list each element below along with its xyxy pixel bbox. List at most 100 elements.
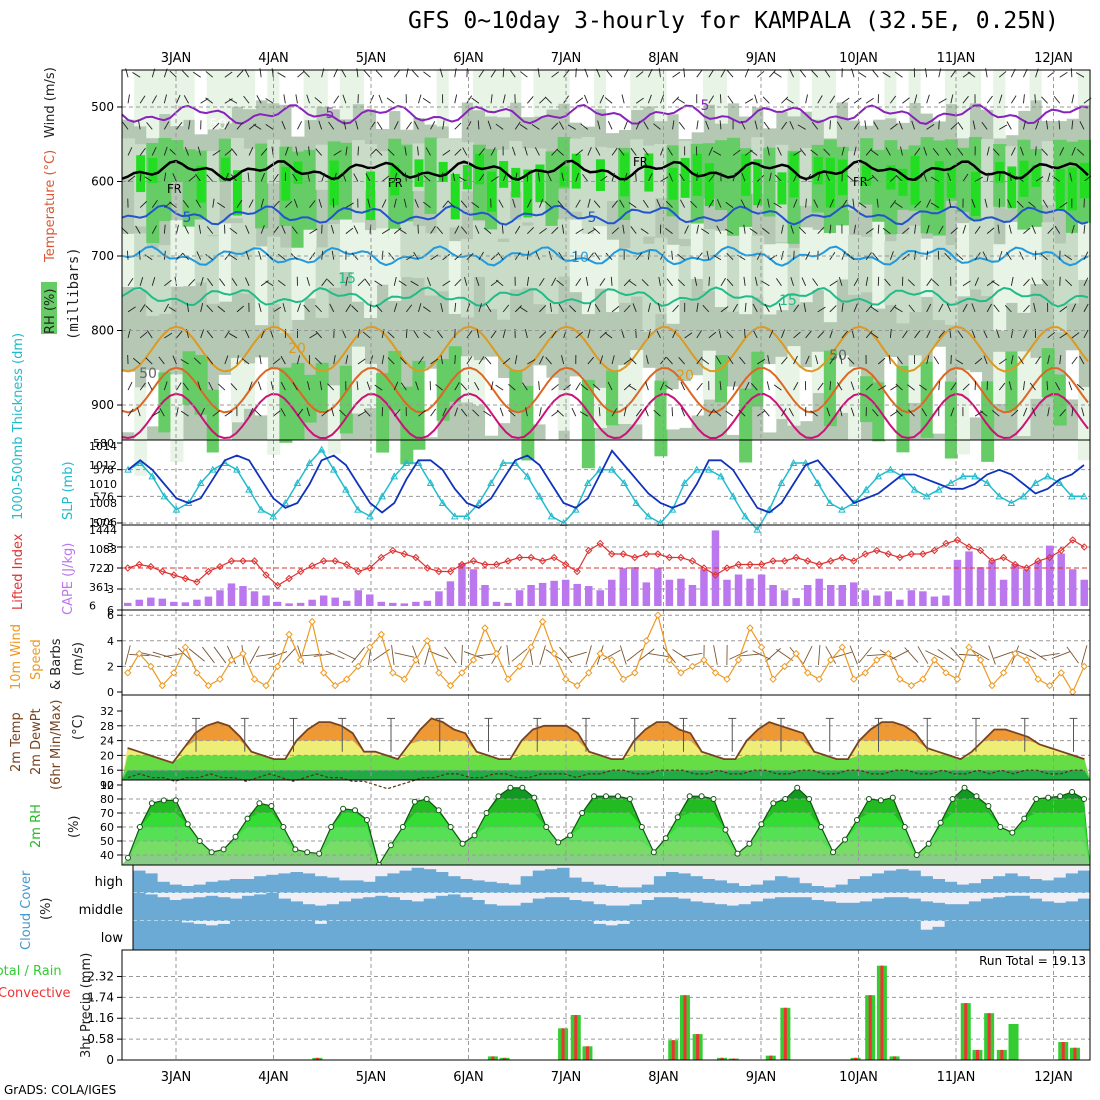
wind-barb	[374, 384, 383, 391]
wind-barb	[611, 408, 618, 417]
lifted-index-point	[896, 553, 904, 562]
rh-patch-low	[400, 386, 414, 465]
rh-patch-dry	[376, 70, 390, 129]
wind-barb	[665, 227, 673, 235]
rh-patch-low	[424, 368, 438, 438]
lifted-index-axis-tick-label: -3	[103, 541, 114, 554]
precip-convective-bar	[868, 995, 872, 1060]
wind-barb	[666, 357, 673, 365]
wind-barb	[575, 228, 584, 235]
cloud-high-bar	[193, 884, 207, 893]
wind-barb	[986, 146, 990, 156]
cloud-low-bar	[980, 921, 994, 950]
rh-patch-wet	[934, 161, 944, 210]
wind-barb	[720, 277, 726, 287]
cloud-middle-bar	[1041, 901, 1055, 921]
wind-barb	[599, 278, 606, 287]
rh-patch-low	[739, 388, 753, 463]
wind-barb	[582, 173, 589, 182]
cape-bar	[838, 585, 846, 606]
wind-barb	[974, 381, 977, 391]
rh-patch-dry	[606, 70, 620, 134]
lifted-index-point	[343, 560, 351, 569]
wind-barb	[629, 357, 637, 365]
wind-barb	[847, 357, 855, 365]
cape-bar	[861, 590, 870, 606]
contour-label: 5	[588, 210, 597, 226]
rh-patch-mid	[593, 226, 607, 289]
wind-barb	[139, 304, 146, 313]
rh-patch-wet	[813, 156, 823, 185]
wind-barb	[333, 150, 342, 156]
wind-barb	[1059, 355, 1062, 365]
wind-barb	[176, 94, 181, 104]
wind-barb	[846, 175, 855, 182]
wind-barb	[460, 408, 468, 417]
surface-wind-barb	[559, 646, 573, 664]
cape-bar	[999, 579, 1008, 606]
wind-barb	[539, 355, 544, 365]
rh-patch-low	[158, 372, 172, 433]
wind-speed-point	[435, 669, 443, 677]
lifted-index-point	[734, 560, 743, 569]
cloud-high-bar	[544, 869, 558, 893]
cape-bar	[193, 599, 201, 606]
cloud-middle-bar	[1065, 901, 1079, 921]
wind-barb	[508, 383, 516, 391]
wind-barb	[817, 172, 821, 182]
wind-barb	[594, 252, 601, 260]
wind-barb	[398, 228, 407, 235]
cloud-high-bar	[569, 877, 582, 893]
cloud-low-bar	[653, 921, 667, 950]
rh-point	[925, 840, 932, 847]
wind-barb	[623, 278, 631, 287]
surface-wind-barb	[337, 650, 356, 660]
wind-barb	[230, 383, 238, 391]
cloud-high-bar	[738, 886, 752, 893]
cape-bar	[273, 601, 282, 606]
wind-barb	[136, 407, 141, 417]
lifted-index-point	[423, 564, 432, 572]
wind-barb	[132, 72, 141, 78]
wind-barb	[1059, 202, 1068, 208]
rh-patch-dry	[182, 70, 196, 120]
wind-barb	[611, 200, 619, 208]
wind-barb	[914, 94, 918, 104]
wind-barb	[357, 279, 365, 287]
lifted-index-point	[596, 539, 604, 548]
slp-axis-label: 1010	[89, 478, 117, 491]
wind-barb	[575, 172, 580, 182]
rh-patch-wet	[450, 173, 460, 220]
thickness-point	[862, 485, 870, 493]
wind-barb	[575, 97, 584, 104]
wind-speed-point	[619, 675, 627, 683]
wind-barb	[778, 303, 782, 312]
wind-barb	[217, 305, 226, 313]
lifted-index-point	[654, 550, 662, 558]
wind-barb	[321, 278, 328, 287]
wind-barb	[1010, 355, 1014, 365]
wind-barb	[205, 71, 214, 78]
wind-speed-point	[1034, 675, 1042, 683]
wind-barb	[763, 121, 770, 130]
wind-barb	[151, 277, 156, 286]
rh-patch-low	[509, 369, 523, 411]
wind-barb	[442, 200, 449, 208]
wind-barb	[805, 94, 808, 104]
wind-barb	[598, 407, 601, 417]
wind-barb	[754, 94, 758, 104]
wind-barb	[926, 303, 932, 313]
wind-barb	[660, 94, 664, 104]
wind-barb	[224, 173, 229, 182]
wind-barb	[146, 122, 153, 130]
rh-patch-dry	[327, 70, 341, 110]
wind-barb	[452, 172, 456, 182]
thickness-point	[463, 512, 471, 520]
wind-barb	[841, 97, 850, 104]
rh-patch-wet	[329, 160, 339, 206]
wind-barb	[139, 172, 142, 182]
rh-patch-dry	[170, 70, 184, 127]
wind-barb	[206, 174, 214, 182]
wind-barb	[1006, 251, 1012, 260]
rh-patch-mid	[206, 236, 220, 304]
